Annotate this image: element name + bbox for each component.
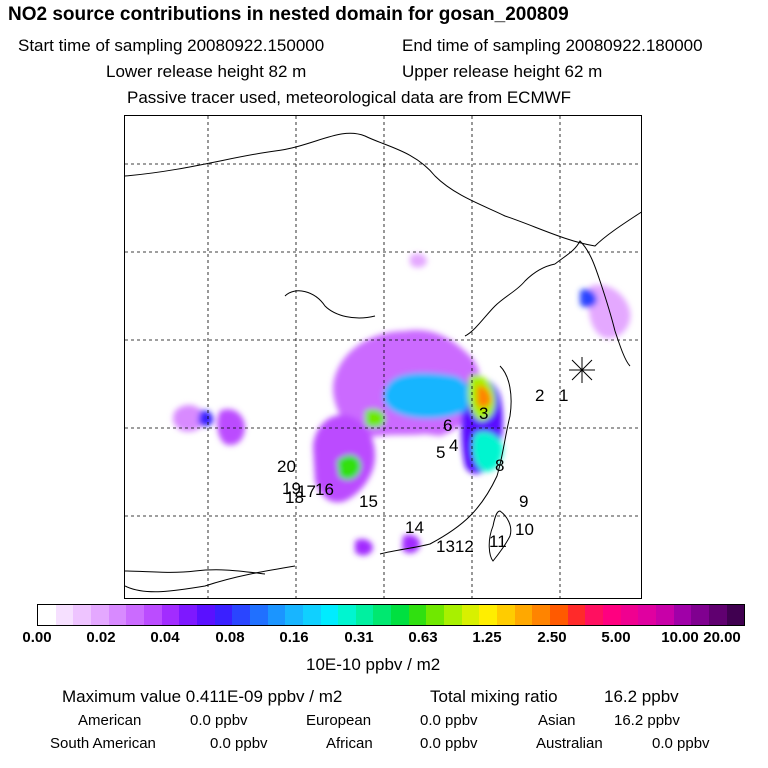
scale-tick-label: 2.50 — [537, 629, 567, 646]
scale-swatch — [567, 605, 586, 625]
source-label: 11 — [489, 532, 507, 551]
source-label: 3 — [479, 404, 489, 423]
source-label: 20 — [277, 457, 296, 476]
scale-swatch — [550, 605, 568, 625]
scale-swatch — [603, 605, 621, 625]
scale-tick-label: 1.25 — [472, 629, 502, 646]
scale-swatch — [585, 605, 603, 625]
source-label: 10 — [515, 520, 534, 539]
scale-swatch — [461, 605, 480, 625]
scale-swatch — [638, 605, 656, 625]
model-note: Passive tracer used, meteorological data… — [127, 88, 572, 107]
source-label: 15 — [359, 492, 378, 511]
scale-swatch — [73, 605, 91, 625]
scale-swatch — [143, 605, 162, 625]
scale-swatch — [373, 605, 392, 625]
scale-swatch — [726, 605, 745, 625]
scale-swatch — [655, 605, 674, 625]
plot-title: NO2 source contributions in nested domai… — [8, 4, 569, 25]
scale-tick-label: 0.08 — [215, 629, 245, 646]
scale-swatch — [673, 605, 692, 625]
scale-tick-label: 5.00 — [601, 629, 631, 646]
source-label: 14 — [405, 518, 424, 537]
start-time-label: Start time of sampling 20080922.150000 — [18, 36, 325, 55]
scale-unit-label: 10E-10 ppbv / m2 — [306, 655, 441, 674]
american-value: 0.0 ppbv — [190, 712, 248, 729]
source-label: 8 — [495, 456, 505, 475]
scale-swatch — [479, 605, 498, 625]
source-label: 18 — [285, 488, 304, 507]
scale-tick-label: 0.63 — [408, 629, 438, 646]
european-value: 0.0 ppbv — [420, 712, 478, 729]
scale-swatch — [126, 605, 144, 625]
asian-label: Asian — [538, 712, 576, 729]
scale-swatch — [391, 605, 409, 625]
upper-height-label: Upper release height 62 m — [402, 62, 603, 81]
scale-swatch — [249, 605, 268, 625]
scale-tick-label: 0.31 — [344, 629, 374, 646]
receptor-star-marker — [569, 357, 595, 383]
scale-swatch — [338, 605, 356, 625]
coastline-lines — [125, 132, 641, 593]
australian-value: 0.0 ppbv — [652, 735, 710, 752]
lower-height-label: Lower release height 82 m — [106, 62, 307, 81]
scale-tick-label: 10.00 — [661, 629, 699, 646]
color-scale-bar — [37, 604, 745, 626]
scale-tick-label: 20.00 — [703, 629, 741, 646]
source-label: 6 — [443, 416, 453, 435]
african-value: 0.0 ppbv — [420, 735, 478, 752]
source-label: 2 — [535, 386, 545, 405]
scale-swatch — [232, 605, 250, 625]
scale-swatch — [426, 605, 445, 625]
source-label: 19 — [282, 479, 301, 498]
scale-tick-label: 0.02 — [86, 629, 116, 646]
scale-swatch — [38, 605, 56, 625]
scale-swatch — [708, 605, 727, 625]
scale-swatch — [532, 605, 551, 625]
scale-swatch — [320, 605, 339, 625]
scale-swatch — [179, 605, 197, 625]
concentration-field — [172, 253, 631, 556]
max-value-label: Maximum value 0.411E-09 ppbv / m2 — [62, 687, 343, 706]
scale-swatch — [267, 605, 286, 625]
scale-tick-label: 0.00 — [22, 629, 52, 646]
map-canvas — [125, 116, 641, 598]
scale-swatch — [108, 605, 127, 625]
scale-tick-label: 0.16 — [279, 629, 309, 646]
scale-swatch — [214, 605, 233, 625]
map-panel: 1 2 3 4 5 6 8 9 10 11 1312 14 15 16 17 1… — [124, 115, 642, 599]
scale-swatch — [55, 605, 74, 625]
scale-tick-label: 0.04 — [150, 629, 180, 646]
scale-swatch — [355, 605, 374, 625]
scale-swatch — [514, 605, 533, 625]
end-time-label: End time of sampling 20080922.180000 — [402, 36, 703, 55]
source-label: 9 — [519, 492, 529, 511]
american-label: American — [78, 712, 142, 729]
source-label: 4 — [449, 436, 459, 455]
european-label: European — [306, 712, 372, 729]
source-label: 17 — [297, 482, 316, 501]
scale-swatch — [196, 605, 215, 625]
scale-swatch — [161, 605, 180, 625]
total-mixing-label: Total mixing ratio — [430, 687, 558, 706]
south-american-label: South American — [50, 735, 156, 752]
asian-value: 16.2 ppbv — [614, 712, 680, 729]
scale-swatch — [408, 605, 427, 625]
scale-swatch — [620, 605, 639, 625]
australian-label: Australian — [536, 735, 603, 752]
african-label: African — [326, 735, 373, 752]
source-label: 5 — [436, 443, 446, 462]
south-american-value: 0.0 ppbv — [210, 735, 268, 752]
scale-swatch — [90, 605, 109, 625]
scale-swatch — [691, 605, 709, 625]
source-label: 16 — [315, 480, 334, 499]
scale-swatch — [285, 605, 303, 625]
scale-swatch — [497, 605, 515, 625]
source-label: 1312 — [436, 537, 474, 556]
total-mixing-value: 16.2 ppbv — [604, 687, 679, 706]
lat-lon-grid — [125, 116, 641, 598]
source-label: 1 — [559, 386, 569, 405]
scale-swatch — [302, 605, 321, 625]
scale-swatch — [444, 605, 462, 625]
